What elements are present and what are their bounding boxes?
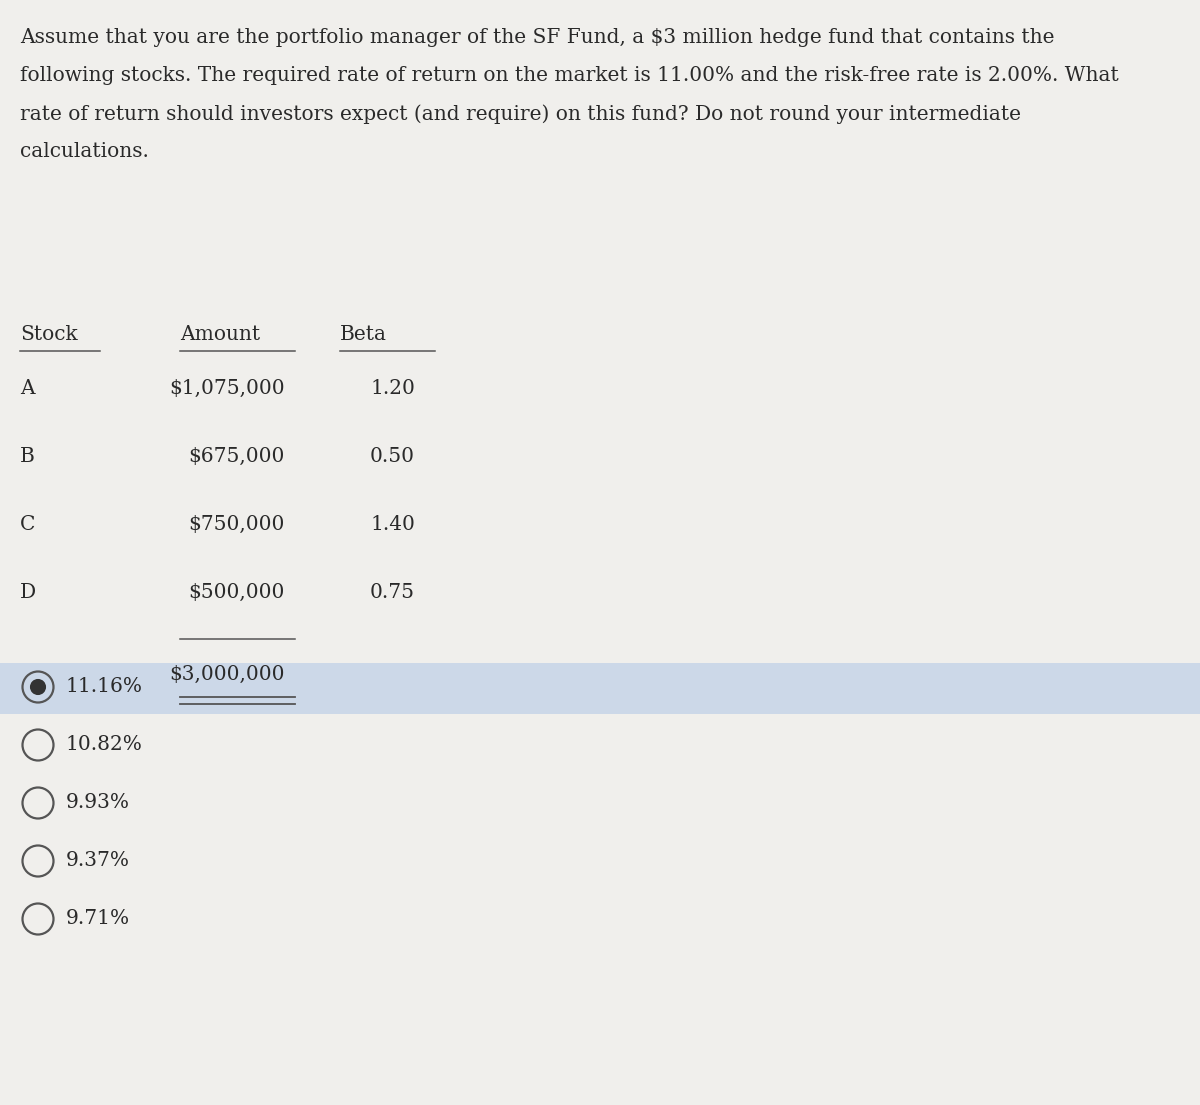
Text: $750,000: $750,000	[188, 515, 286, 534]
Text: B: B	[20, 448, 35, 466]
Text: 1.40: 1.40	[370, 515, 415, 534]
Circle shape	[30, 678, 46, 695]
Text: C: C	[20, 515, 35, 534]
Text: 0.50: 0.50	[370, 448, 415, 466]
Text: 0.75: 0.75	[370, 583, 415, 602]
Bar	[0, 663, 1200, 714]
Text: $675,000: $675,000	[188, 448, 286, 466]
Text: A: A	[20, 379, 35, 398]
Text: 9.37%: 9.37%	[66, 852, 130, 871]
Text: Assume that you are the portfolio manager of the SF Fund, a $3 million hedge fun: Assume that you are the portfolio manage…	[20, 28, 1055, 48]
Text: Beta: Beta	[340, 325, 386, 344]
Text: 1.20: 1.20	[370, 379, 415, 398]
Text: 9.93%: 9.93%	[66, 793, 130, 812]
Text: following stocks. The required rate of return on the market is 11.00% and the ri: following stocks. The required rate of r…	[20, 66, 1118, 85]
Text: 9.71%: 9.71%	[66, 909, 130, 928]
Text: calculations.: calculations.	[20, 143, 149, 161]
Text: $1,075,000: $1,075,000	[169, 379, 286, 398]
Text: 10.82%: 10.82%	[66, 736, 143, 755]
Text: $3,000,000: $3,000,000	[169, 665, 286, 684]
Text: rate of return should investors expect (and require) on this fund? Do not round : rate of return should investors expect (…	[20, 104, 1021, 124]
Text: Stock: Stock	[20, 325, 78, 344]
Text: $500,000: $500,000	[188, 583, 286, 602]
Text: 11.16%: 11.16%	[66, 677, 143, 696]
Text: D: D	[20, 583, 36, 602]
Text: Amount: Amount	[180, 325, 260, 344]
